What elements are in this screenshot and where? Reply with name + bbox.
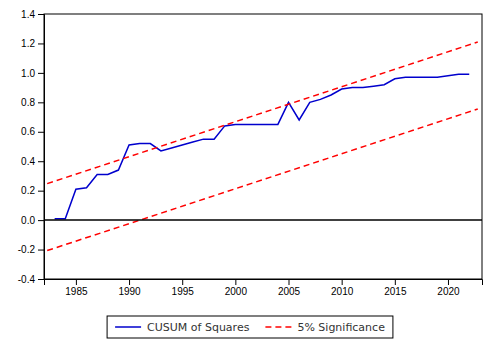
tick-mark	[38, 250, 44, 251]
tick-mark	[38, 43, 44, 44]
tick: -0.2	[18, 244, 44, 255]
tick-label: 1.2	[21, 38, 35, 49]
tick-mark	[235, 279, 236, 285]
tick-label: 2015	[384, 286, 407, 297]
tick-label: 2000	[225, 286, 248, 297]
tick-mark	[395, 279, 396, 285]
tick-mark	[448, 279, 449, 285]
legend-label: CUSUM of Squares	[147, 321, 250, 334]
axis-line	[45, 280, 483, 286]
legend-item: CUSUM of Squares	[115, 321, 250, 334]
tick: 2005	[278, 279, 301, 297]
tick: 0.8	[21, 97, 44, 108]
series-line	[47, 109, 478, 251]
tick: 2010	[331, 279, 354, 297]
tick-label: 1.0	[21, 68, 35, 79]
tick-mark	[289, 279, 290, 285]
tick-label: 2005	[278, 286, 301, 297]
tick: -0.4	[18, 274, 44, 285]
tick: 0.2	[21, 185, 44, 196]
tick: 1.2	[21, 38, 44, 49]
tick-mark	[38, 102, 44, 103]
tick-label: 0.4	[21, 156, 35, 167]
tick: 2015	[384, 279, 407, 297]
legend-swatch	[265, 326, 291, 328]
tick-mark	[38, 161, 44, 162]
tick-label: 2020	[437, 286, 460, 297]
chart: 1985 1990 1995 2000 2005 2010 2015 2020 -0.4 -0.2…	[0, 0, 500, 351]
tick: 1.4	[21, 9, 44, 20]
plot-frame	[44, 14, 482, 279]
tick-label: 0.0	[21, 215, 35, 226]
tick-mark	[38, 14, 44, 15]
tick-label: 2010	[331, 286, 354, 297]
tick: 0.4	[21, 156, 44, 167]
tick-mark	[129, 279, 130, 285]
series-line	[55, 74, 470, 218]
tick-mark	[76, 279, 77, 285]
tick-label: 1985	[65, 286, 88, 297]
tick-mark	[38, 220, 44, 221]
tick: 1990	[118, 279, 141, 297]
x-axis: 1985 1990 1995 2000 2005 2010 2015 2020	[45, 279, 483, 297]
tick-label: 1990	[118, 286, 141, 297]
y-axis: -0.4 -0.2 0.0 0.2 0.4 0.6 0.8 1.0 1.2 1.4	[18, 9, 45, 285]
legend-box	[107, 316, 393, 338]
tick-mark	[38, 73, 44, 74]
series-line	[47, 42, 478, 184]
lines	[44, 42, 482, 251]
tick-mark	[342, 279, 343, 285]
reference-line	[44, 219, 482, 221]
tick-label: 0.6	[21, 126, 35, 137]
tick-label: 1.4	[21, 9, 35, 20]
tick: 1.0	[21, 68, 44, 79]
tick-mark	[182, 279, 183, 285]
tick: 0.0	[21, 215, 44, 226]
legend-swatch	[115, 326, 141, 328]
tick-label: -0.4	[18, 274, 36, 285]
tick-mark	[38, 132, 44, 133]
tick-label: -0.2	[18, 244, 36, 255]
tick-mark	[38, 191, 44, 192]
tick: 1985	[65, 279, 88, 297]
tick: 2020	[437, 279, 460, 297]
tick-mark	[38, 279, 44, 280]
tick-label: 0.2	[21, 185, 35, 196]
tick-label: 0.8	[21, 97, 35, 108]
tick-label: 1995	[172, 286, 195, 297]
legend: CUSUM of Squares 5% Significance	[107, 316, 393, 338]
tick: 1995	[172, 279, 195, 297]
legend-item: 5% Significance	[265, 321, 385, 334]
legend-label: 5% Significance	[297, 321, 385, 334]
tick: 0.6	[21, 126, 44, 137]
tick: 2000	[225, 279, 248, 297]
